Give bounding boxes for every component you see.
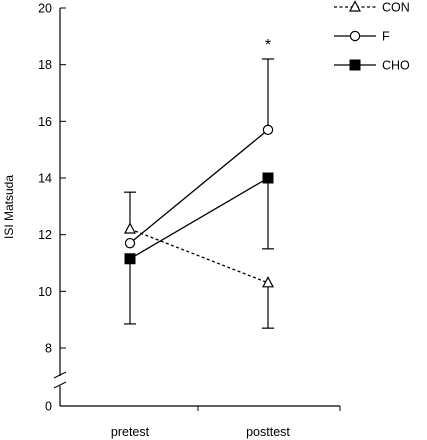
x-tick-label-pretest: pretest <box>111 425 150 439</box>
legend-label: F <box>382 30 390 44</box>
series-line-f <box>129 129 269 244</box>
x-tick-label-posttest: posttest <box>246 425 290 439</box>
legend-marker <box>349 59 361 71</box>
axis-break-mark-2 <box>53 381 67 389</box>
legend-item-cho: CHO <box>334 59 410 73</box>
y-axis-label: ISI Matsuda <box>2 175 16 239</box>
legend-label: CHO <box>382 59 410 73</box>
series-f <box>124 58 274 249</box>
legend-label: CON <box>382 1 410 15</box>
legend-marker <box>349 0 361 12</box>
series-line-cho <box>129 177 269 260</box>
axis-break-mark-1 <box>53 371 67 379</box>
series-con <box>124 191 274 329</box>
series-group <box>124 58 274 329</box>
y-tick-label: 20 <box>38 2 52 16</box>
data-point-cho-pretest <box>124 253 136 265</box>
legend-marker <box>349 30 361 42</box>
y-tick-label: 14 <box>38 172 52 186</box>
series-line-con <box>129 228 269 284</box>
legend-item-con: CON <box>334 0 410 15</box>
x-ticks: pretest posttest <box>111 406 341 439</box>
y-tick-label: 8 <box>45 342 52 356</box>
y-tick-label: 12 <box>38 228 52 242</box>
data-point-cho-posttest <box>262 172 274 184</box>
data-point-con-posttest <box>262 276 274 288</box>
legend-item-f: F <box>334 30 390 44</box>
data-point-con-pretest <box>124 222 136 234</box>
y-ticks: 0 8 10 12 14 16 18 20 <box>38 2 66 414</box>
annotations: * <box>265 37 271 54</box>
y-tick-label: 10 <box>38 285 52 299</box>
y-tick-label: 16 <box>38 115 52 129</box>
y-tick-label: 0 <box>45 400 52 414</box>
data-point-f-pretest <box>124 237 136 249</box>
legend: CON F CHO <box>334 0 410 73</box>
significance-asterisk: * <box>265 37 271 54</box>
y-tick-label: 18 <box>38 58 52 72</box>
y-axis <box>53 8 67 406</box>
data-point-f-posttest <box>262 124 274 136</box>
series-cho <box>124 172 274 325</box>
